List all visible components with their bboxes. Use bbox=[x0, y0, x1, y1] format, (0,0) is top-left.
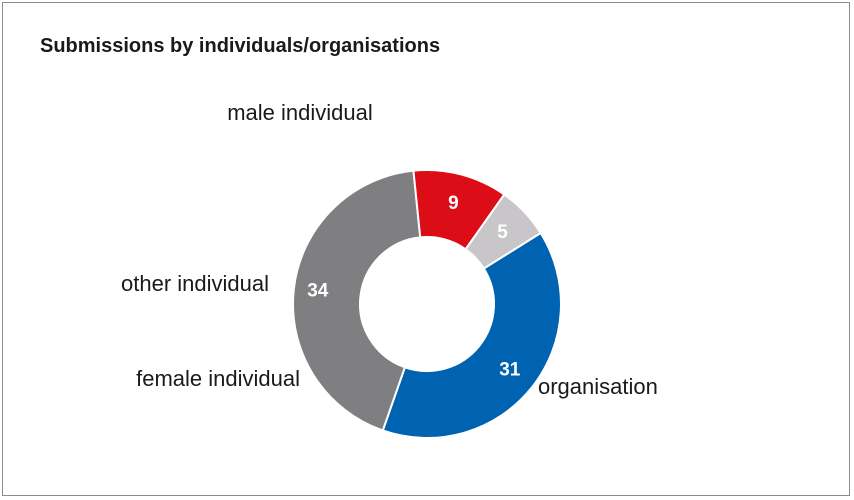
donut-segments bbox=[292, 169, 562, 439]
chart-title: Submissions by individuals/organisations bbox=[40, 35, 441, 57]
value-label-other-individual: 5 bbox=[497, 222, 508, 243]
category-label-male-individual: male individual bbox=[227, 100, 373, 125]
donut-segment-male-individual bbox=[381, 231, 562, 439]
category-label-organisation: organisation bbox=[538, 374, 658, 399]
value-label-male-individual: 31 bbox=[499, 360, 521, 381]
donut-segment-organisation bbox=[292, 169, 422, 432]
donut-category-labels: male individual organisation female indivi… bbox=[121, 100, 658, 399]
value-label-organisation: 34 bbox=[307, 281, 329, 302]
category-label-other-individual: other individual bbox=[121, 271, 269, 296]
donut-value-labels: 31 34 9 5 bbox=[307, 193, 521, 381]
donut-segment-other-individual bbox=[464, 193, 543, 270]
category-label-female-individual: female individual bbox=[136, 366, 300, 391]
value-label-female-individual: 9 bbox=[448, 193, 459, 214]
